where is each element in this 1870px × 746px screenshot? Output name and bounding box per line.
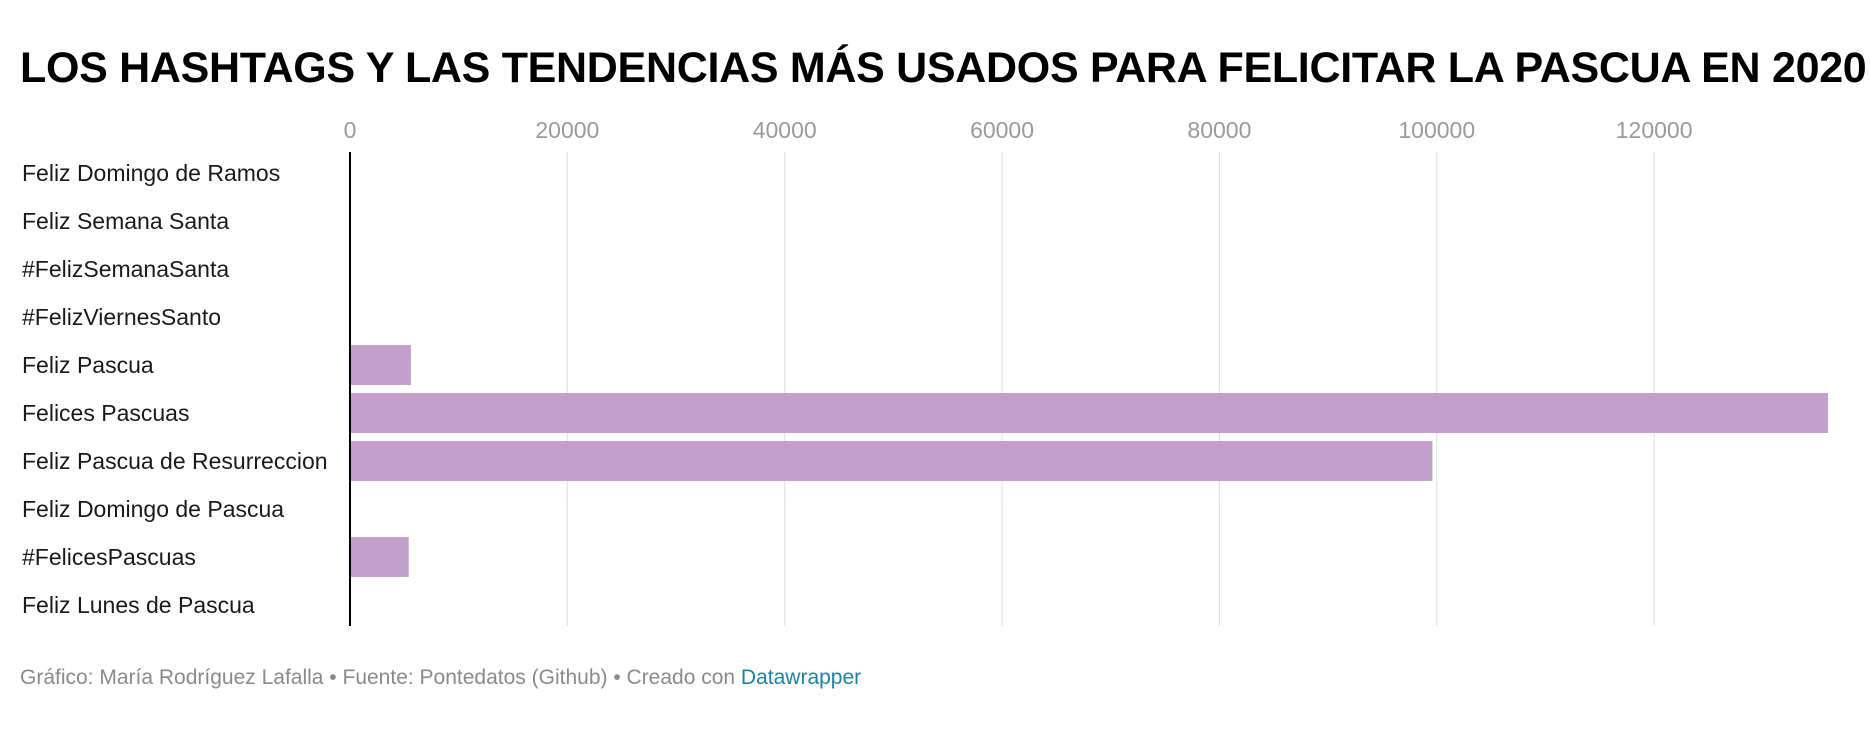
category-label: Feliz Pascua <box>22 352 154 378</box>
category-label: #FelizViernesSanto <box>22 304 221 330</box>
category-label: Feliz Semana Santa <box>22 208 229 234</box>
footer-credit-text: Gráfico: María Rodríguez Lafalla • Fuent… <box>20 666 741 689</box>
bar-4 <box>350 345 411 385</box>
bar-8 <box>350 537 409 577</box>
category-label: Felices Pascuas <box>22 400 189 426</box>
x-axis-ticks: 0 20000 40000 60000 80000 100000 120000 <box>344 117 1693 143</box>
category-label: Feliz Domingo de Ramos <box>22 160 280 186</box>
category-label: Feliz Domingo de Pascua <box>22 496 284 522</box>
datawrapper-link[interactable]: Datawrapper <box>740 666 862 689</box>
x-tick-label: 40000 <box>753 117 817 143</box>
x-tick-label: 60000 <box>970 117 1034 143</box>
gridlines <box>566 152 1655 626</box>
x-tick-label: 100000 <box>1398 117 1475 143</box>
category-label: #FelicesPascuas <box>22 544 196 570</box>
x-tick-label: 0 <box>344 117 357 143</box>
chart-title: LOS HASHTAGS Y LAS TENDENCIAS MÁS USADOS… <box>20 44 1867 92</box>
x-tick-label: 120000 <box>1616 117 1693 143</box>
bar-6 <box>350 441 1433 481</box>
category-label: Feliz Lunes de Pascua <box>22 592 255 618</box>
bars <box>350 345 1828 577</box>
footer-credit: Gráfico: María Rodríguez Lafalla • Fuent… <box>20 666 861 690</box>
x-tick-label: 80000 <box>1187 117 1251 143</box>
x-tick-label: 20000 <box>535 117 599 143</box>
category-labels: Feliz Domingo de Ramos Feliz Semana Santa… <box>22 160 328 618</box>
category-label: #FelizSemanaSanta <box>22 256 229 282</box>
category-label: Feliz Pascua de Resurreccion <box>22 448 328 474</box>
bar-5 <box>350 393 1828 433</box>
